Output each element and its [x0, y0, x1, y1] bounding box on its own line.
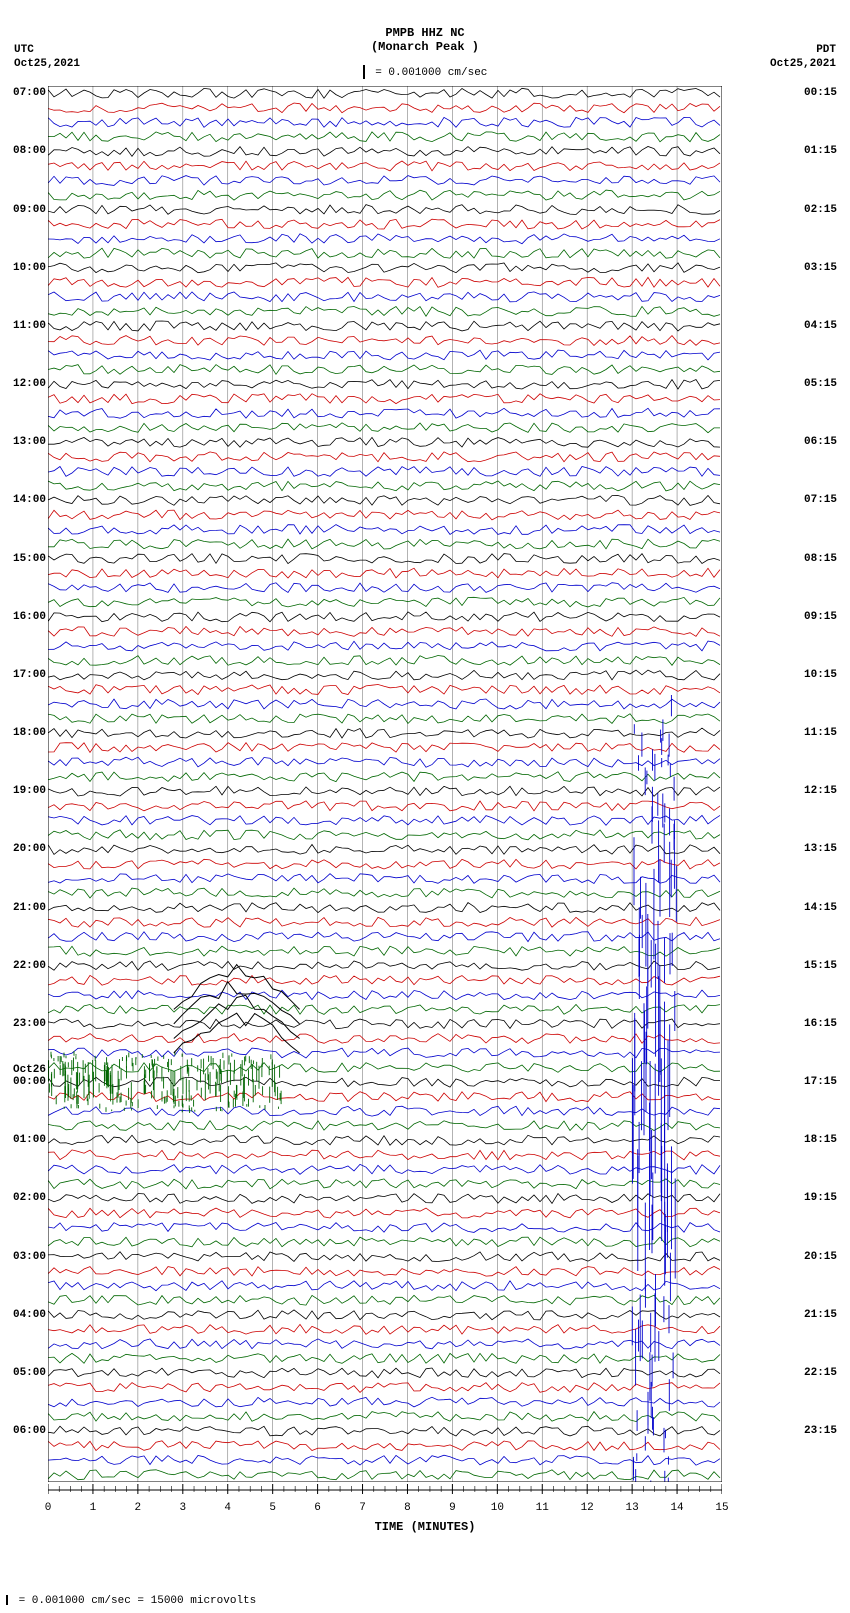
- station-location: (Monarch Peak ): [0, 40, 850, 54]
- left-time-label: 08:00: [13, 145, 46, 157]
- x-tick-label: 2: [135, 1502, 142, 1514]
- right-time-label: 04:15: [804, 320, 837, 332]
- left-time-label: 19:00: [13, 785, 46, 797]
- right-time-label: 10:15: [804, 669, 837, 681]
- left-time-label: 21:00: [13, 902, 46, 914]
- left-time-label: 00:00: [13, 1076, 46, 1088]
- left-time-label: 10:00: [13, 262, 46, 274]
- right-time-label: 03:15: [804, 262, 837, 274]
- left-time-label: 05:00: [13, 1367, 46, 1379]
- x-tick-label: 13: [626, 1502, 639, 1514]
- left-time-label: 20:00: [13, 843, 46, 855]
- x-tick-label: 15: [715, 1502, 728, 1514]
- left-time-label: 18:00: [13, 727, 46, 739]
- right-time-label: 22:15: [804, 1367, 837, 1379]
- left-time-label: 09:00: [13, 204, 46, 216]
- right-time-label: 23:15: [804, 1425, 837, 1437]
- left-time-label: 11:00: [13, 320, 46, 332]
- x-tick-label: 8: [404, 1502, 411, 1514]
- left-time-label: 12:00: [13, 378, 46, 390]
- footer-text: = 0.001000 cm/sec = 15000 microvolts: [19, 1595, 257, 1607]
- right-time-label: 16:15: [804, 1018, 837, 1030]
- right-time-label: 06:15: [804, 436, 837, 448]
- right-time-label: 13:15: [804, 843, 837, 855]
- left-time-label: 02:00: [13, 1192, 46, 1204]
- x-tick-label: 5: [269, 1502, 276, 1514]
- left-time-label: 01:00: [13, 1134, 46, 1146]
- scale-text: = 0.001000 cm/sec: [375, 67, 487, 79]
- right-time-label: 19:15: [804, 1192, 837, 1204]
- left-time-label: 03:00: [13, 1251, 46, 1263]
- x-tick-label: 9: [449, 1502, 456, 1514]
- x-tick-label: 10: [491, 1502, 504, 1514]
- right-time-label: 18:15: [804, 1134, 837, 1146]
- x-tick-label: 14: [670, 1502, 683, 1514]
- mid-date-marker: Oct26: [13, 1064, 46, 1076]
- right-time-label: 14:15: [804, 902, 837, 914]
- right-time-label: 07:15: [804, 494, 837, 506]
- x-tick-label: 0: [45, 1502, 52, 1514]
- station-code: PMPB HHZ NC: [0, 26, 850, 40]
- x-tick-label: 3: [179, 1502, 186, 1514]
- x-tick-label: 7: [359, 1502, 366, 1514]
- right-time-label: 11:15: [804, 727, 837, 739]
- right-time-label: 02:15: [804, 204, 837, 216]
- x-axis: 0123456789101112131415: [48, 1490, 722, 1520]
- x-tick-label: 4: [224, 1502, 231, 1514]
- x-tick-label: 12: [581, 1502, 594, 1514]
- x-tick-label: 11: [536, 1502, 549, 1514]
- left-time-label: 22:00: [13, 960, 46, 972]
- left-time-label: 04:00: [13, 1309, 46, 1321]
- right-time-label: 09:15: [804, 611, 837, 623]
- right-time-label: 20:15: [804, 1251, 837, 1263]
- left-time-label: 16:00: [13, 611, 46, 623]
- right-time-label: 12:15: [804, 785, 837, 797]
- seismogram-container: PMPB HHZ NC (Monarch Peak ) = 0.001000 c…: [0, 0, 850, 1613]
- right-time-label: 17:15: [804, 1076, 837, 1088]
- footer-scale-bar-icon: [6, 1595, 8, 1605]
- header: PMPB HHZ NC (Monarch Peak ): [0, 26, 850, 54]
- right-time-label: 00:15: [804, 87, 837, 99]
- scale-bar-icon: [363, 65, 365, 79]
- right-time-label: 21:15: [804, 1309, 837, 1321]
- plot-area: [48, 86, 722, 1482]
- x-tick-label: 6: [314, 1502, 321, 1514]
- left-time-label: 07:00: [13, 87, 46, 99]
- left-time-label: 15:00: [13, 553, 46, 565]
- date-left-label: Oct25,2021: [14, 58, 80, 70]
- date-right-label: Oct25,2021: [770, 58, 836, 70]
- right-time-label: 15:15: [804, 960, 837, 972]
- left-time-label: 14:00: [13, 494, 46, 506]
- right-time-label: 01:15: [804, 145, 837, 157]
- seismogram-svg: [48, 86, 722, 1482]
- left-time-label: 06:00: [13, 1425, 46, 1437]
- tz-right-label: PDT: [816, 44, 836, 56]
- x-axis-title: TIME (MINUTES): [0, 1520, 850, 1534]
- left-time-label: 23:00: [13, 1018, 46, 1030]
- x-tick-label: 1: [90, 1502, 97, 1514]
- right-time-label: 05:15: [804, 378, 837, 390]
- left-time-label: 13:00: [13, 436, 46, 448]
- tz-left-label: UTC: [14, 44, 34, 56]
- left-time-label: 17:00: [13, 669, 46, 681]
- footer-scale: = 0.001000 cm/sec = 15000 microvolts: [6, 1595, 256, 1607]
- right-time-label: 08:15: [804, 553, 837, 565]
- scale-note: = 0.001000 cm/sec: [0, 65, 850, 79]
